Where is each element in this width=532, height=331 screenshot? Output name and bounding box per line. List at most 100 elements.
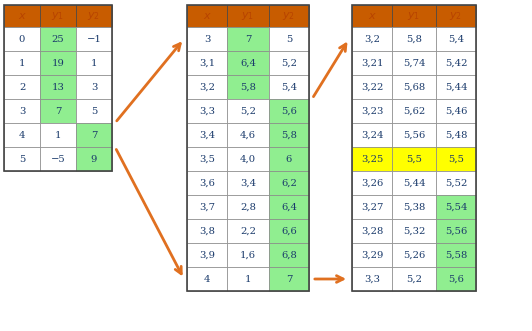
Bar	[352, 75, 392, 99]
Text: 5,4: 5,4	[448, 34, 464, 43]
Bar	[352, 267, 392, 291]
Text: 5,68: 5,68	[403, 82, 425, 91]
Bar	[4, 27, 40, 51]
Text: 3,5: 3,5	[199, 155, 215, 164]
Bar	[392, 51, 436, 75]
Text: 5,56: 5,56	[403, 130, 425, 139]
Bar	[436, 123, 476, 147]
Bar	[392, 195, 436, 219]
Text: 1: 1	[91, 59, 97, 68]
Text: 4: 4	[19, 130, 25, 139]
Text: 3,6: 3,6	[199, 178, 215, 187]
Bar	[392, 171, 436, 195]
Text: 5,44: 5,44	[403, 178, 425, 187]
Bar	[436, 195, 476, 219]
Bar	[352, 171, 392, 195]
Text: 13: 13	[52, 82, 64, 91]
Bar	[187, 243, 227, 267]
Bar	[76, 75, 112, 99]
Bar	[436, 99, 476, 123]
Bar	[4, 147, 40, 171]
Bar	[269, 147, 309, 171]
Bar	[227, 147, 269, 171]
Bar	[352, 5, 392, 27]
Bar	[187, 147, 227, 171]
Bar	[227, 219, 269, 243]
Text: 5,26: 5,26	[403, 251, 425, 260]
Bar	[352, 99, 392, 123]
Bar	[269, 123, 309, 147]
Bar	[352, 219, 392, 243]
Bar	[392, 243, 436, 267]
Bar	[352, 123, 392, 147]
Bar	[76, 51, 112, 75]
Text: 6,6: 6,6	[281, 226, 297, 235]
Text: 3,4: 3,4	[199, 130, 215, 139]
Bar	[187, 75, 227, 99]
Text: $\it{y}_2$: $\it{y}_2$	[450, 10, 462, 22]
Bar	[40, 5, 76, 27]
Text: 1: 1	[55, 130, 61, 139]
Bar	[187, 27, 227, 51]
Text: 6: 6	[286, 155, 292, 164]
Text: 3,3: 3,3	[364, 274, 380, 283]
Text: 4,0: 4,0	[240, 155, 256, 164]
Bar	[269, 243, 309, 267]
Text: 3,21: 3,21	[361, 59, 383, 68]
Text: $\it{y}_1$: $\it{y}_1$	[52, 10, 64, 22]
Text: 5,38: 5,38	[403, 203, 425, 212]
Text: 3,27: 3,27	[361, 203, 383, 212]
Bar	[187, 267, 227, 291]
Bar	[227, 267, 269, 291]
Text: 3,25: 3,25	[361, 155, 383, 164]
Text: 5,5: 5,5	[448, 155, 464, 164]
Text: $\it{y}_2$: $\it{y}_2$	[87, 10, 101, 22]
Text: 5,56: 5,56	[445, 226, 467, 235]
Text: $\it{y}_2$: $\it{y}_2$	[282, 10, 295, 22]
Bar	[352, 27, 392, 51]
Bar	[227, 123, 269, 147]
Bar	[227, 51, 269, 75]
Bar	[227, 243, 269, 267]
Bar	[40, 99, 76, 123]
Bar	[436, 27, 476, 51]
Text: 5: 5	[91, 107, 97, 116]
Text: $\it{y}_1$: $\it{y}_1$	[242, 10, 254, 22]
Bar	[352, 5, 476, 291]
Text: 5: 5	[286, 34, 292, 43]
Text: 2,2: 2,2	[240, 226, 256, 235]
Text: 7: 7	[286, 274, 292, 283]
Bar	[76, 5, 112, 27]
Text: 7: 7	[55, 107, 61, 116]
Text: 5,48: 5,48	[445, 130, 467, 139]
Text: 3,8: 3,8	[199, 226, 215, 235]
Bar	[269, 5, 309, 27]
Text: 5,54: 5,54	[445, 203, 467, 212]
Bar	[76, 123, 112, 147]
Text: 19: 19	[52, 59, 64, 68]
Bar	[269, 99, 309, 123]
Bar	[269, 219, 309, 243]
Bar	[436, 5, 476, 27]
Bar	[76, 99, 112, 123]
Text: 7: 7	[91, 130, 97, 139]
Bar	[392, 219, 436, 243]
Bar	[269, 27, 309, 51]
Text: 9: 9	[91, 155, 97, 164]
Text: 1,6: 1,6	[240, 251, 256, 260]
Bar	[352, 195, 392, 219]
Bar	[392, 5, 436, 27]
Bar	[436, 51, 476, 75]
Text: 5,2: 5,2	[281, 59, 297, 68]
Text: 5,52: 5,52	[445, 178, 467, 187]
Bar	[392, 123, 436, 147]
Bar	[187, 195, 227, 219]
Bar	[40, 147, 76, 171]
Text: $\it{x}$: $\it{x}$	[368, 11, 377, 21]
Text: 3,7: 3,7	[199, 203, 215, 212]
Bar	[4, 5, 40, 27]
Bar	[40, 123, 76, 147]
Text: 5,46: 5,46	[445, 107, 467, 116]
Bar	[436, 75, 476, 99]
Bar	[40, 51, 76, 75]
